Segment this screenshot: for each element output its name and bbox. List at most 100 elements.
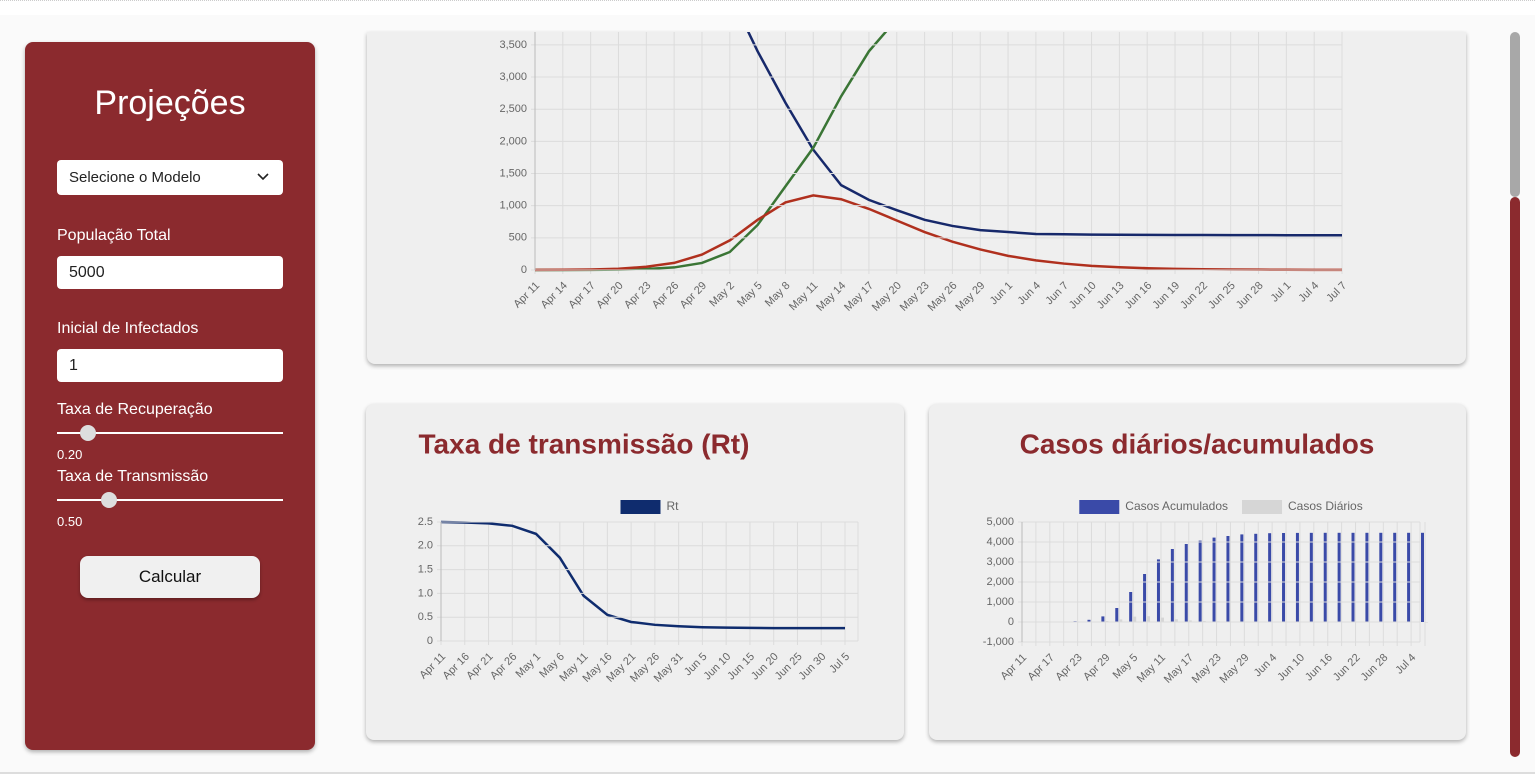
y-tick-label: 0	[521, 264, 527, 276]
y-tick-label: 4,000	[986, 536, 1014, 548]
bar	[1425, 622, 1428, 623]
y-tick-label: 5,000	[986, 516, 1014, 528]
recovery-label: Taxa de Recuperação	[57, 401, 213, 418]
bar	[1147, 616, 1151, 622]
y-tick-label: 2,000	[499, 135, 527, 147]
chart: Casos diários/acumulados -1,000 0 1,000 2,00…	[983, 428, 1428, 686]
bar	[1119, 619, 1123, 622]
bar	[1115, 608, 1119, 622]
x-tick-label: Jun 28	[1234, 280, 1266, 312]
x-tick-label: Apr 20	[594, 280, 625, 311]
x-tick-label: Apr 17	[1026, 652, 1057, 683]
bar	[1393, 532, 1397, 622]
legend-label: Casos Acumulados	[1125, 499, 1228, 513]
y-tick-label: 3,000	[499, 71, 527, 83]
initial-label: Inicial de Infectados	[57, 320, 199, 337]
y-tick-label: 0	[427, 635, 433, 647]
legend-swatch	[1242, 500, 1283, 514]
series-line	[440, 520, 845, 630]
x-tick-label: Jul 1	[1269, 280, 1294, 305]
bar	[1129, 592, 1133, 622]
x-tick-label: Apr 11	[998, 652, 1029, 683]
sidebar-title: Projeções	[94, 84, 246, 122]
y-tick-label: 0.5	[418, 611, 433, 623]
bar	[1101, 616, 1105, 622]
plot	[1018, 522, 1428, 646]
legend-label: Casos Diários	[1288, 499, 1363, 513]
x-tick-label: Jul 5	[827, 651, 852, 676]
bar	[1143, 574, 1147, 622]
sir-card	[367, 32, 1466, 364]
y-tick-label: 0	[1008, 616, 1014, 628]
bar	[1174, 619, 1178, 622]
x-tick-label: Jun 16	[1303, 652, 1335, 684]
transmission-thumb[interactable]	[101, 492, 117, 508]
bar	[1133, 616, 1137, 622]
x-tick-label: Apr 29	[1081, 652, 1112, 683]
y-tick-label: -1,000	[983, 636, 1014, 648]
series-line	[535, 32, 888, 272]
scrollbar-track	[1510, 32, 1520, 197]
bar	[1421, 532, 1424, 622]
x-tick-label: Apr 26	[650, 280, 681, 311]
x-tick-label: May 23	[898, 280, 932, 314]
chart-title: Taxa de transmissão (Rt)	[419, 428, 750, 459]
y-tick-label: 1.5	[418, 564, 433, 576]
chevron	[257, 173, 269, 181]
x-tick-label: Jun 19	[1150, 280, 1182, 312]
y-tick-label: 3,500	[499, 39, 527, 51]
population-label: População Total	[57, 227, 171, 244]
x-tick-label: Jun 13	[1095, 280, 1127, 312]
bar	[1337, 532, 1341, 622]
bar	[1268, 533, 1272, 622]
legend-swatch	[1079, 500, 1120, 514]
x-tick-label: Jul 4	[1393, 652, 1418, 677]
model-select[interactable]: Selecione o Modelo	[57, 160, 283, 195]
transmission-value: 0.50	[57, 514, 83, 529]
scrollbar-thumb[interactable]	[1510, 197, 1520, 757]
legend: Rt	[620, 499, 680, 514]
calculate-button[interactable]: Calcular	[80, 556, 260, 598]
bar	[1160, 617, 1164, 622]
x-tick-label: May 11	[1135, 652, 1168, 685]
cases-card	[929, 404, 1466, 740]
y-tick-label: 1,000	[499, 200, 527, 212]
x-tick-label: Jun 25	[1206, 280, 1238, 312]
recovery-thumb[interactable]	[80, 425, 96, 441]
top-bar	[0, 0, 1535, 15]
legend: Casos Acumulados Casos Diários	[1079, 499, 1363, 514]
x-tick-label: May 23	[1190, 652, 1224, 686]
x-tick-label: May 2	[707, 280, 737, 310]
x-tick-label: Apr 23	[1053, 652, 1084, 683]
plot	[534, 32, 1343, 274]
bar	[1188, 620, 1192, 622]
bar	[1407, 532, 1411, 622]
x-tick-label: May 5	[735, 280, 765, 310]
y-tick-label: 2,000	[986, 576, 1014, 588]
bar	[1309, 532, 1313, 622]
x-tick-label: Jun 1	[988, 280, 1016, 308]
x-tick-label: Jul 7	[1324, 280, 1349, 305]
y-tick-label: 1.0	[418, 587, 433, 599]
x-tick-label: Jun 4	[1016, 280, 1044, 308]
x-tick-label: Jul 4	[1296, 280, 1321, 305]
select-text: Selecione o Modelo	[69, 169, 201, 186]
chart: Taxa de transmissão (Rt) 0 0.5 1.0 1.5 2.0 2.5…	[417, 428, 859, 685]
bottom-border	[0, 772, 1535, 774]
legend-label: Rt	[667, 499, 680, 513]
bar	[1226, 536, 1230, 622]
population-input[interactable]: 5000	[57, 256, 283, 289]
bar	[1170, 549, 1174, 622]
bar	[1282, 533, 1286, 622]
legend-swatch	[620, 500, 661, 514]
recovery-value: 0.20	[57, 447, 83, 462]
y-tick-label: 2,500	[499, 103, 527, 115]
x-tick-label: May 26	[926, 280, 960, 314]
x-tick-label: May 17	[842, 280, 876, 314]
x-tick-label: May 1	[514, 651, 544, 681]
initial-input[interactable]: 1	[57, 349, 283, 382]
transmission-track	[57, 499, 283, 501]
x-tick-label: May 14	[814, 280, 848, 314]
